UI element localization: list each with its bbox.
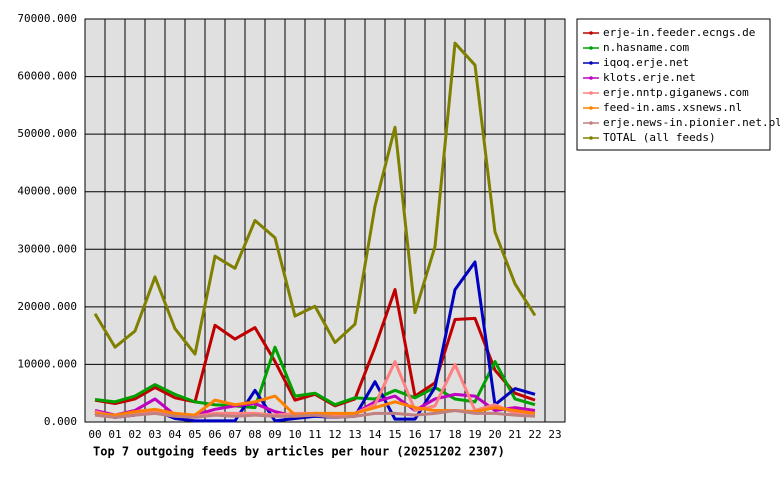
x-tick-label: 14 [368,428,382,441]
legend-marker [589,121,593,125]
y-tick-label: 0.000 [44,415,77,428]
x-tick-label: 16 [408,428,421,441]
x-tick-label: 05 [188,428,201,441]
legend-label: klots.erje.net [603,71,696,84]
plot-border [84,18,566,423]
legend-marker [589,31,593,35]
x-tick-label: 12 [328,428,341,441]
series-line [94,345,536,410]
series-line [93,41,537,356]
y-tick-label: 60000.000 [17,70,77,83]
legend-label: n.hasname.com [603,41,689,54]
x-tick-label: 17 [428,428,441,441]
legend-marker [589,46,593,50]
x-tick-label: 13 [348,428,361,441]
y-tick-label: 30000.000 [17,242,77,255]
legend-label: TOTAL (all feeds) [603,131,716,144]
y-tick-label: 50000.000 [17,127,77,140]
x-tick-label: 21 [508,428,521,441]
x-tick-label: 07 [228,428,241,441]
legend-marker [589,61,593,65]
x-tick-label: 01 [108,428,121,441]
legend-marker [589,91,593,95]
y-tick-label: 70000.000 [17,12,77,25]
x-tick-label: 06 [208,428,221,441]
x-tick-label: 15 [388,428,401,441]
x-tick-label: 19 [468,428,481,441]
legend-label: erje-in.feeder.ecngs.de [603,26,755,39]
y-tick-label: 20000.000 [17,300,77,313]
y-tick-label: 10000.000 [17,357,77,370]
x-tick-label: 18 [448,428,461,441]
legend-label: erje.nntp.giganews.com [603,86,749,99]
x-tick-label: 10 [288,428,301,441]
legend-marker [589,136,593,140]
legend-marker [589,76,593,80]
legend-label: erje.news-in.pionier.net.pl [603,116,780,129]
x-tick-label: 02 [128,428,141,441]
x-tick-label: 04 [168,428,182,441]
x-tick-label: 20 [488,428,501,441]
x-tick-label: 00 [88,428,101,441]
chart-title: Top 7 outgoing feeds by articles per hou… [93,445,505,459]
x-tick-label: 09 [268,428,281,441]
legend-label: feed-in.ams.xsnews.nl [603,101,742,114]
x-tick-label: 22 [528,428,541,441]
legend-box [576,18,771,151]
x-tick-label: 23 [548,428,561,441]
x-tick-label: 03 [148,428,161,441]
x-tick-label: 11 [308,428,321,441]
series-line [94,408,536,419]
legend-marker [589,106,593,110]
legend-label: iqoq.erje.net [603,56,689,69]
x-tick-label: 08 [248,428,261,441]
y-tick-label: 40000.000 [17,185,77,198]
